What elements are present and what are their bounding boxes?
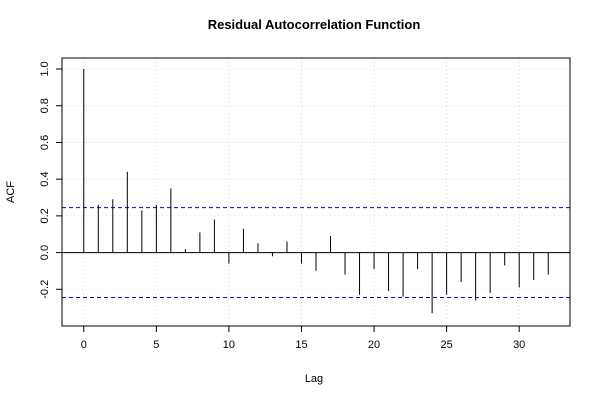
x-axis: 0 5 10 15 20 25 30 xyxy=(81,325,525,351)
x-tick-label-1: 5 xyxy=(153,339,159,351)
acf-bars xyxy=(83,69,549,314)
y-axis-title: ACF xyxy=(5,181,17,203)
x-tick-label-5: 25 xyxy=(441,339,453,351)
y-tick-label-0: -0.2 xyxy=(39,280,51,299)
x-tick-label-6: 30 xyxy=(513,339,525,351)
y-tick-label-2: 0.2 xyxy=(39,208,51,223)
grid-layer xyxy=(62,58,570,326)
x-axis-title: Lag xyxy=(305,373,323,385)
y-tick-label-5: 0.8 xyxy=(39,98,51,113)
y-tick-label-6: 1.0 xyxy=(39,61,51,76)
y-tick-label-4: 0.6 xyxy=(39,135,51,150)
y-tick-label-3: 0.4 xyxy=(39,172,51,187)
plot-frame xyxy=(61,57,571,327)
x-tick-label-4: 20 xyxy=(368,339,380,351)
y-tick-label-1: 0.0 xyxy=(39,245,51,260)
y-axis: -0.2 0.0 0.2 0.4 0.6 0.8 1.0 xyxy=(39,61,63,299)
x-tick-label-0: 0 xyxy=(81,339,87,351)
chart-title: Residual Autocorrelation Function xyxy=(208,17,421,32)
confidence-band-layer xyxy=(62,207,570,299)
x-tick-label-3: 15 xyxy=(295,339,307,351)
x-tick-label-2: 10 xyxy=(223,339,235,351)
